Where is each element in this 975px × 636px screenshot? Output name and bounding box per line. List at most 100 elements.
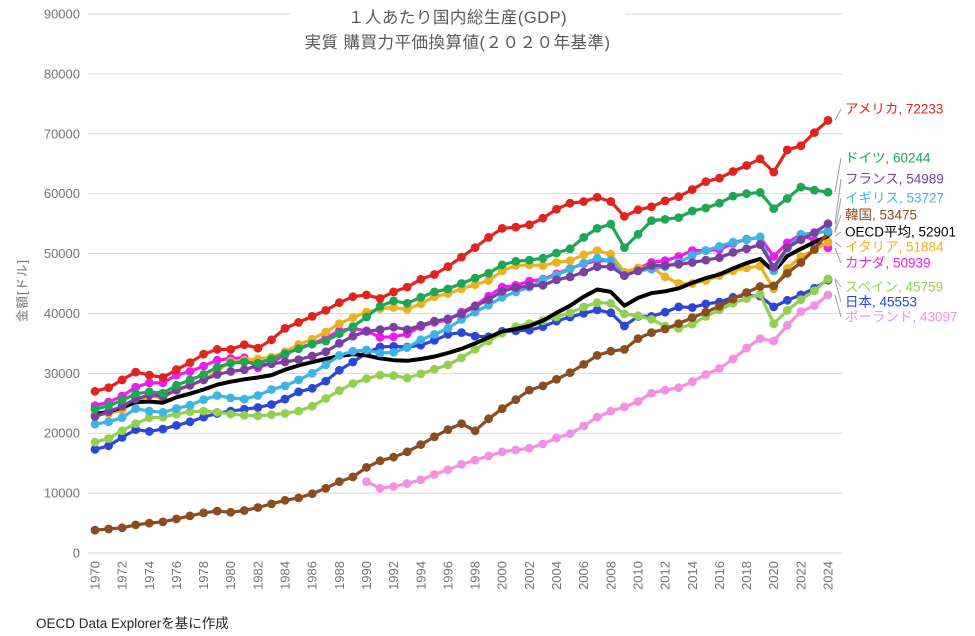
data-point: [402, 447, 412, 457]
data-point: [362, 463, 371, 472]
data-point: [728, 248, 738, 257]
data-point: [443, 360, 453, 370]
data-point: [660, 324, 670, 334]
data-point: [701, 203, 711, 213]
data-point: [226, 409, 236, 419]
data-point: [158, 388, 168, 398]
data-point: [769, 262, 779, 272]
data-point: [430, 470, 439, 479]
data-point: [552, 433, 561, 443]
data-point: [117, 413, 127, 423]
data-point: [687, 251, 697, 260]
data-point: [185, 358, 195, 367]
data-point: [511, 256, 521, 266]
data-point: [185, 417, 195, 427]
data-point: [728, 237, 738, 247]
data-point: [389, 332, 398, 342]
data-point: [755, 188, 765, 197]
data-point: [334, 477, 344, 487]
x-tick-label: 1986: [305, 561, 320, 590]
data-point: [348, 292, 358, 302]
data-point: [742, 244, 751, 254]
data-point: [552, 275, 561, 285]
data-point: [90, 412, 100, 421]
series-end-label-japan: 日本, 45553: [845, 295, 917, 310]
data-point: [253, 391, 263, 400]
data-point: [280, 495, 290, 505]
data-point: [307, 489, 317, 499]
series-germany: [90, 182, 833, 414]
data-point: [782, 243, 792, 253]
data-point: [307, 339, 317, 349]
data-point: [620, 212, 629, 221]
data-point: [823, 226, 833, 236]
data-point: [742, 343, 751, 353]
data-point: [253, 343, 263, 353]
data-point: [144, 378, 154, 388]
data-point: [796, 235, 806, 245]
data-point: [131, 419, 141, 428]
data-point: [782, 194, 792, 203]
x-tick-label: 2016: [712, 561, 727, 590]
data-point: [470, 455, 480, 465]
data-point: [334, 329, 344, 339]
data-point: [457, 419, 466, 428]
data-point: [280, 349, 290, 358]
data-point: [253, 403, 263, 412]
data-point: [362, 290, 371, 300]
data-point: [416, 321, 426, 330]
data-point: [362, 477, 371, 487]
data-point: [810, 128, 819, 138]
data-point: [552, 248, 561, 258]
data-point: [375, 370, 385, 380]
data-point: [430, 287, 439, 297]
data-point: [104, 401, 113, 411]
data-point: [633, 397, 643, 406]
x-tick-label: 1984: [278, 561, 293, 590]
data-point: [267, 354, 276, 364]
data-point: [565, 256, 575, 266]
label-connector-korea: [834, 214, 842, 233]
label-connector-germany: [834, 157, 842, 193]
data-point: [199, 508, 209, 518]
data-point: [674, 259, 684, 269]
label-connector-canada: [834, 247, 842, 264]
data-point: [565, 244, 575, 254]
data-point: [511, 395, 521, 405]
data-point: [226, 345, 236, 354]
data-point: [375, 325, 385, 334]
data-point: [389, 452, 398, 462]
data-point: [728, 354, 738, 364]
data-point: [701, 255, 711, 265]
data-point: [172, 421, 181, 430]
data-point: [769, 336, 779, 346]
data-point: [172, 514, 181, 524]
chart-title-line2: 実質 購買力平価換算値(２０２０年基準): [304, 33, 611, 52]
data-point: [647, 216, 656, 226]
data-point: [552, 258, 561, 267]
series-usa: [90, 116, 833, 396]
source-note: OECD Data Explorerを基に作成: [36, 616, 229, 631]
data-point: [728, 294, 738, 304]
data-point: [280, 394, 290, 404]
data-point: [606, 406, 616, 416]
data-point: [239, 410, 249, 420]
data-point: [647, 328, 656, 337]
data-point: [620, 271, 629, 281]
data-point: [606, 346, 616, 356]
data-point: [497, 404, 507, 414]
x-tick-label: 2012: [658, 561, 673, 590]
series-poland: [362, 290, 833, 493]
data-point: [579, 360, 589, 369]
x-tick-label: 2002: [522, 561, 537, 590]
data-point: [267, 335, 276, 345]
data-point: [755, 289, 765, 299]
data-point: [321, 336, 331, 346]
data-point: [620, 321, 629, 331]
data-point: [375, 456, 385, 466]
data-point: [294, 375, 303, 385]
data-point: [674, 213, 684, 223]
data-point: [117, 395, 127, 405]
data-point: [348, 331, 358, 341]
data-point: [172, 404, 181, 414]
